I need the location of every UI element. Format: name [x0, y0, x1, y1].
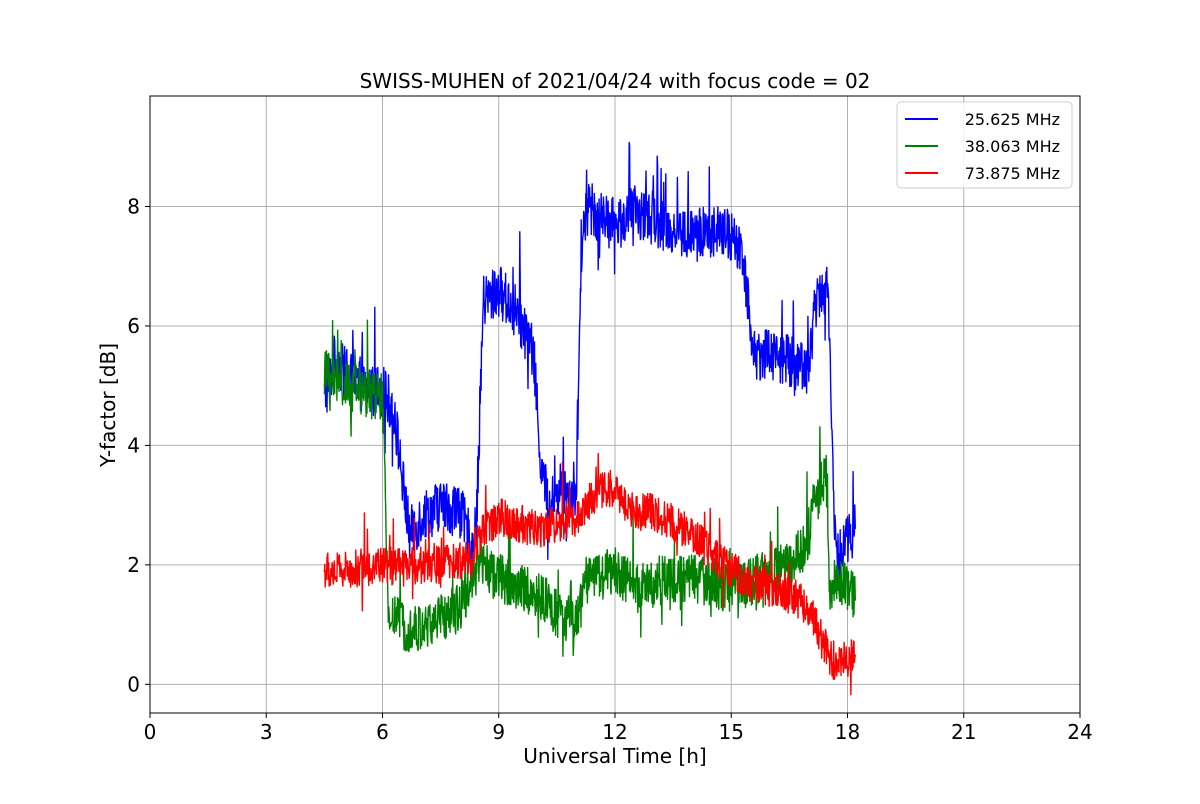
- grid-lines: [149, 96, 1081, 713]
- x-tick-label: 6: [376, 720, 389, 744]
- x-tick-label: 21: [951, 720, 976, 744]
- legend-label: 38.063 MHz: [965, 137, 1060, 156]
- x-tick-label: 9: [492, 720, 505, 744]
- x-tick-label: 3: [260, 720, 273, 744]
- chart-title: SWISS-MUHEN of 2021/04/24 with focus cod…: [360, 69, 871, 93]
- y-axis-label: Y-factor [dB]: [96, 343, 120, 468]
- y-tick-label: 0: [127, 672, 140, 696]
- x-tick-label: 24: [1067, 720, 1092, 744]
- legend: 25.625 MHz 38.063 MHz 73.875 MHz: [896, 101, 1073, 189]
- y-axis-ticks: 0 2 4 6 8: [127, 194, 150, 696]
- x-tick-label: 15: [719, 720, 744, 744]
- y-tick-label: 8: [127, 194, 140, 218]
- series-layer: [323, 141, 856, 696]
- legend-label: 73.875 MHz: [965, 164, 1060, 183]
- series-line-1: [323, 141, 856, 598]
- x-tick-label: 18: [835, 720, 860, 744]
- x-tick-label: 0: [144, 720, 157, 744]
- x-axis-ticks: 0 3 6 9 12 15 18 21 24: [144, 713, 1093, 744]
- legend-box: [896, 101, 1073, 189]
- y-tick-label: 4: [127, 433, 140, 457]
- series-line-3: [323, 452, 856, 696]
- y-tick-label: 6: [127, 314, 140, 338]
- legend-label: 25.625 MHz: [965, 110, 1060, 129]
- x-axis-label: Universal Time [h]: [523, 744, 706, 768]
- series-line-2: [323, 319, 856, 657]
- legend-items: 25.625 MHz 38.063 MHz 73.875 MHz: [905, 110, 1060, 183]
- y-tick-label: 2: [127, 553, 140, 577]
- x-tick-label: 12: [602, 720, 627, 744]
